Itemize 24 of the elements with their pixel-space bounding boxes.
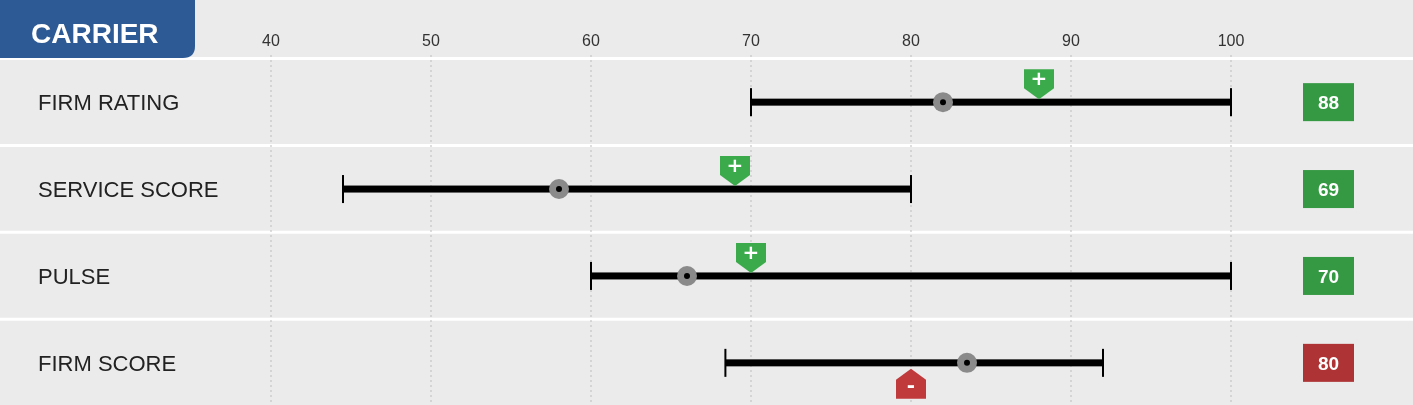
bar — [591, 272, 1231, 280]
data-label: 88 — [1317, 92, 1340, 114]
annotation: - — [906, 372, 916, 397]
bar — [751, 98, 1231, 106]
x-tick-label: 90 — [1062, 32, 1080, 49]
annotation: + — [742, 239, 760, 264]
y-tick-label: SERVICE SCORE — [38, 177, 219, 203]
annotation: + — [726, 153, 744, 178]
x-tick-label: 80 — [902, 32, 920, 49]
data-label: 70 — [1317, 265, 1340, 287]
bar — [343, 185, 911, 193]
chart-title: CARRIER — [31, 18, 159, 49]
data-label: 69 — [1317, 179, 1340, 201]
y-tick-label: FIRM SCORE — [38, 350, 177, 376]
bar — [725, 359, 1103, 367]
y-tick-label: FIRM RATING — [38, 90, 180, 116]
y-tick-label: PULSE — [38, 263, 111, 289]
x-tick-label: 100 — [1217, 32, 1245, 49]
x-tick-label: 60 — [582, 32, 600, 49]
data-label: 80 — [1317, 352, 1340, 374]
x-tick-label: 70 — [742, 32, 760, 49]
x-tick-label: 40 — [262, 32, 280, 49]
x-tick-label: 50 — [422, 32, 440, 49]
annotation: + — [1030, 66, 1048, 91]
